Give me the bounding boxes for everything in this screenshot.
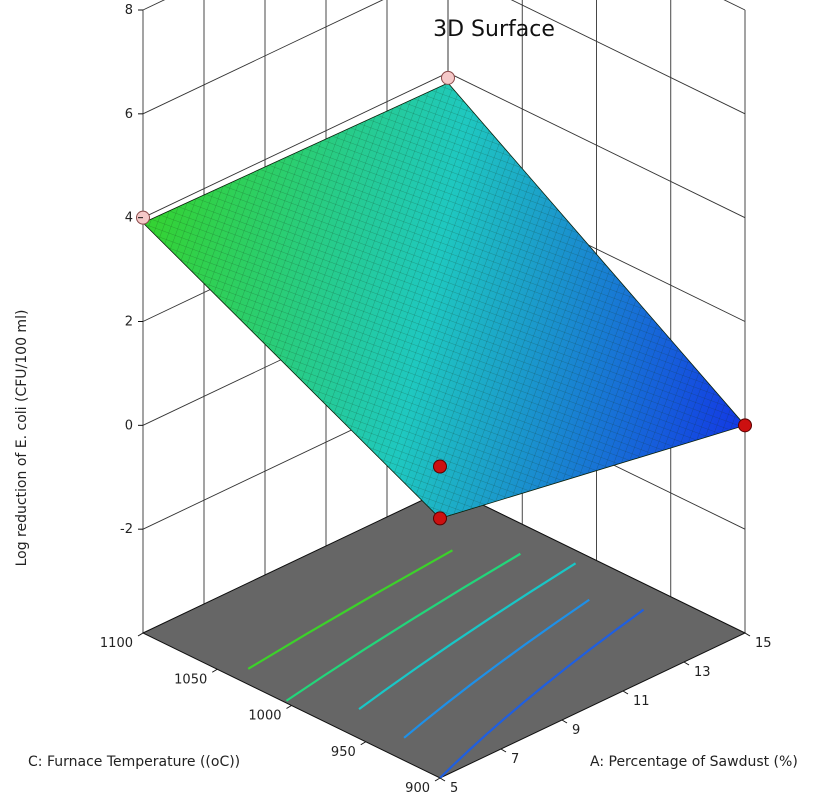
floor-layer [141,487,747,779]
chart-title: 3D Surface [433,17,555,42]
y-tick-label: 1050 [174,672,207,687]
wall-grid-line [142,0,384,115]
y-tick-label: 1100 [100,636,133,651]
x-tick-mark [561,719,568,724]
y-tick-label: 900 [405,781,430,796]
wall-grid-line [142,0,166,11]
y-axis-label: C: Furnace Temperature ((oC)) [28,754,240,770]
x-tick-mark [439,777,446,782]
y-tick-label: 950 [331,745,356,760]
surface-layer [142,82,746,519]
z-tick-label: -2 [120,522,133,537]
x-tick-mark [622,690,629,695]
z-tick-label: 4 [125,211,133,226]
y-tick-mark [137,632,144,637]
z-tick-label: 2 [125,315,133,330]
design-point [433,459,447,474]
y-tick-mark [434,777,441,782]
x-tick-mark [744,632,751,637]
contour-line [439,608,645,779]
floor-plane [141,487,747,779]
ticks-layer: -2 0 2 4 6 8 900 950 1000 1050 1100 5 7 9 11 13 15 [100,3,772,796]
z-tick-label: 8 [125,3,133,18]
x-tick-label: 15 [755,636,772,651]
contour-line [247,549,453,670]
x-tick-label: 9 [572,723,580,738]
x-tick-mark [500,748,507,753]
y-tick-mark [211,668,218,673]
y-tick-mark [286,705,292,709]
z-tick-label: 6 [125,107,133,122]
y-tick-mark [360,741,367,746]
z-axis-label: Log reduction of E. coli (CFU/100 ml) [14,310,30,567]
x-tick-mark [683,661,690,666]
x-tick-label: 13 [694,665,711,680]
wall-grid-line [142,72,449,219]
contour-line [285,552,521,702]
design-point [738,418,752,433]
x-axis-label: A: Percentage of Sawdust (%) [590,754,798,770]
contour-line [403,598,590,739]
design-point [441,70,455,85]
x-tick-label: 5 [450,781,458,796]
x-tick-label: 7 [511,752,519,767]
x-tick-label: 11 [633,694,650,709]
contour-line [358,562,577,711]
y-tick-label: 1000 [248,709,281,724]
design-point [433,511,447,526]
z-tick-label: 0 [125,418,133,433]
surface-mesh [143,83,745,519]
